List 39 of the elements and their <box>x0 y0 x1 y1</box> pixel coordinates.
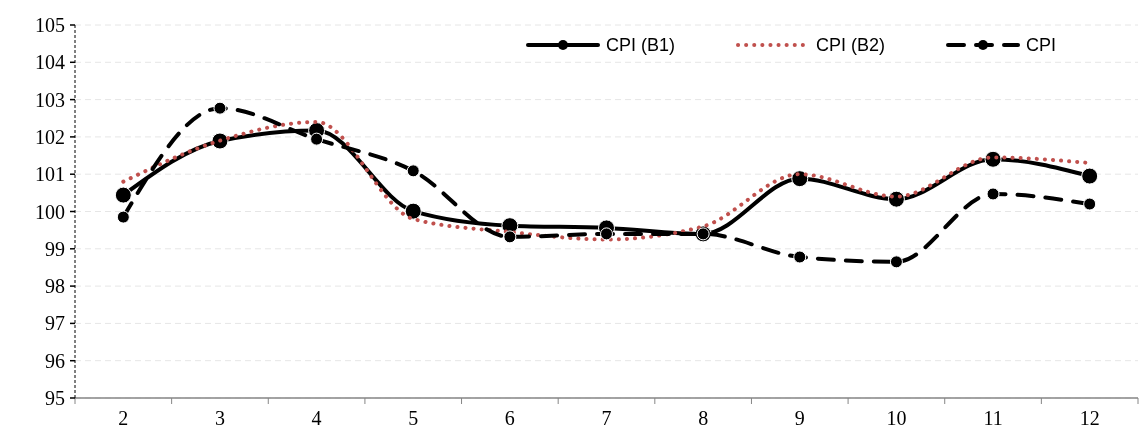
point <box>406 164 420 178</box>
point <box>503 230 517 244</box>
x-tick-label: 4 <box>311 407 322 429</box>
point <box>404 202 422 220</box>
point <box>1081 167 1099 185</box>
point <box>1083 197 1097 211</box>
legend-label: CPI <box>1026 35 1057 56</box>
x-tick-label: 12 <box>1079 407 1100 429</box>
x-tick-label: 2 <box>118 407 129 429</box>
y-tick-label: 103 <box>35 88 65 111</box>
point <box>986 187 1000 201</box>
y-tick-label: 95 <box>45 387 65 409</box>
y-tick-label: 102 <box>35 125 65 148</box>
x-tick-label: 11 <box>983 407 1003 429</box>
y-tick-label: 104 <box>35 51 65 74</box>
point <box>889 255 903 269</box>
point <box>213 101 227 115</box>
x-tick-label: 5 <box>408 407 419 429</box>
point <box>116 210 130 224</box>
point <box>114 186 132 204</box>
point <box>600 227 613 241</box>
y-tick-label: 97 <box>45 312 65 335</box>
y-tick-label: 105 <box>35 14 65 36</box>
legend-label: CPI (B2) <box>816 35 886 56</box>
point <box>793 250 807 264</box>
y-tick-label: 101 <box>35 163 65 186</box>
legend-label: CPI (B1) <box>606 35 676 56</box>
x-tick-label: 9 <box>794 407 805 429</box>
point <box>310 132 324 146</box>
y-tick-label: 98 <box>45 275 65 298</box>
y-tick-label: 96 <box>45 349 65 372</box>
x-tick-label: 3 <box>214 407 225 429</box>
x-tick-label: 6 <box>504 407 515 429</box>
y-tick-label: 100 <box>35 200 65 223</box>
point <box>791 170 809 188</box>
x-tick-label: 8 <box>698 407 709 429</box>
x-tick-label: 10 <box>886 407 907 429</box>
x-tick-label: 7 <box>601 407 612 429</box>
y-tick-label: 99 <box>45 237 65 260</box>
